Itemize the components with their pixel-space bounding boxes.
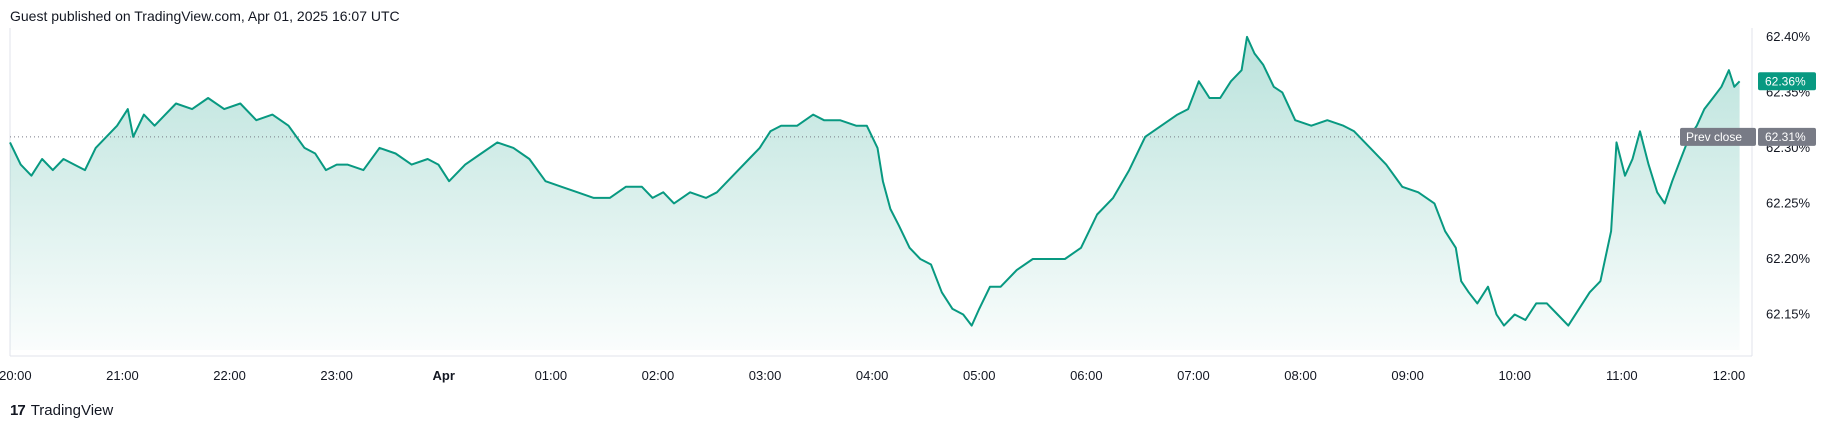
prev-close-value: 62.31% <box>1765 130 1806 144</box>
y-tick-label: 62.25% <box>1766 195 1811 210</box>
last-price-tag <box>1758 72 1816 91</box>
y-tick-label: 62.15% <box>1766 306 1811 321</box>
brand-footer[interactable]: 17 TradingView <box>10 402 113 419</box>
y-tick-label: 62.40% <box>1766 29 1811 44</box>
prev-close-tag <box>1680 127 1756 146</box>
x-tick-label: 11:00 <box>1606 368 1638 383</box>
x-tick-label: Apr <box>433 368 455 383</box>
x-tick-label: 10:00 <box>1498 368 1531 383</box>
last-price-value: 62.36% <box>1765 74 1806 88</box>
x-tick-label: 22:00 <box>213 368 246 383</box>
prev-close-value-tag <box>1758 127 1816 146</box>
x-tick-label: 08:00 <box>1284 368 1317 383</box>
tradingview-logo-icon: 17 <box>10 402 26 419</box>
x-tick-label: 03:00 <box>749 368 782 383</box>
x-tick-label: 23:00 <box>320 368 353 383</box>
x-tick-label: 06:00 <box>1070 368 1103 383</box>
x-tick-label: 05:00 <box>963 368 996 383</box>
x-tick-label: 04:00 <box>856 368 889 383</box>
publish-info: Guest published on TradingView.com, Apr … <box>10 8 400 24</box>
x-tick-label: 09:00 <box>1391 368 1424 383</box>
y-tick-label: 62.20% <box>1766 251 1811 266</box>
x-tick-label: 01:00 <box>535 368 568 383</box>
price-line[interactable] <box>9 35 1741 327</box>
x-tick-label: 07:00 <box>1177 368 1210 383</box>
x-tick-label: 21:00 <box>106 368 139 383</box>
prev-close-label: Prev close <box>1686 130 1742 144</box>
brand-name: TradingView <box>30 402 114 419</box>
x-tick-label: 02:00 <box>642 368 675 383</box>
chart-area[interactable]: 62.40%62.35%62.30%62.25%62.20%62.15% 20:… <box>0 0 1831 395</box>
x-tick-label: 12:00 <box>1713 368 1746 383</box>
price-area-fill <box>10 36 1740 351</box>
x-tick-label: 20:00 <box>0 368 32 383</box>
